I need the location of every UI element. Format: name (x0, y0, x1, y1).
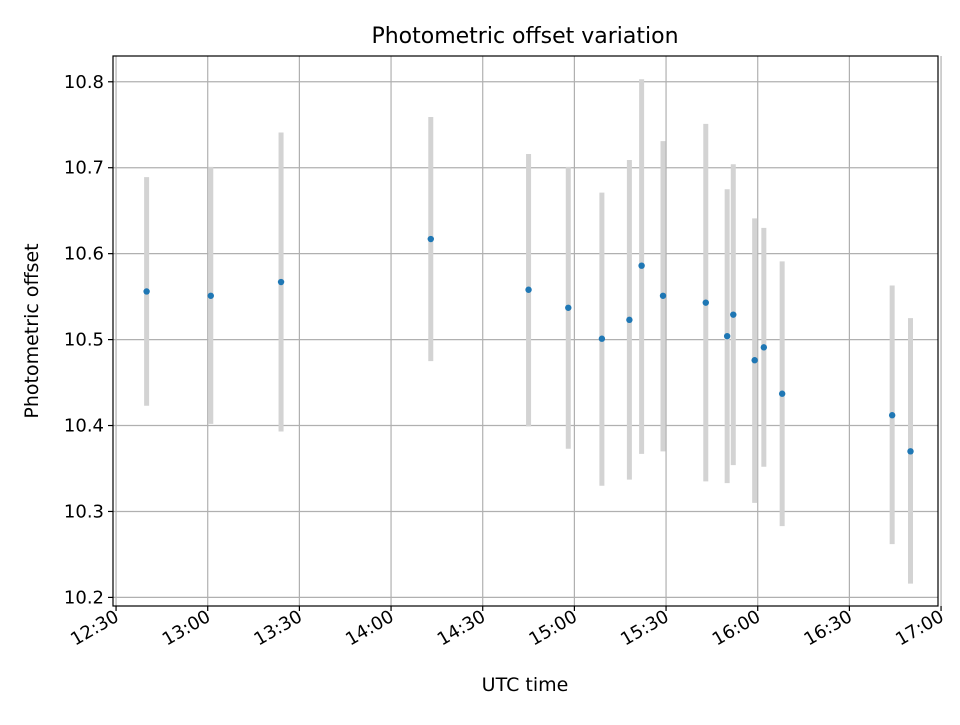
y-tick-label: 10.3 (64, 501, 104, 522)
point-layer (143, 235, 914, 455)
y-tick-label: 10.4 (64, 416, 104, 437)
y-tick-label: 10.8 (64, 72, 104, 93)
data-point (277, 278, 285, 286)
y-tick-label: 10.6 (64, 244, 104, 265)
data-point (888, 412, 896, 419)
data-point (626, 316, 633, 324)
plot-area-frame (112, 55, 939, 607)
y-tick-label: 10.5 (64, 330, 104, 351)
data-point (760, 344, 768, 351)
data-point (751, 357, 758, 364)
data-point (598, 335, 606, 342)
data-point (638, 262, 645, 269)
data-point (427, 235, 434, 243)
data-point (702, 299, 709, 306)
data-point (907, 448, 914, 455)
y-axis-label: Photometric offset (21, 243, 43, 418)
x-axis-label: UTC time (482, 674, 569, 696)
y-tick-label: 10.2 (64, 587, 104, 608)
y-tick-layer: 10.2 10.3 10.4 10.5 10.6 10.7 10.8 (64, 72, 113, 608)
chart-title: Photometric offset variation (371, 24, 678, 49)
data-point (525, 286, 532, 293)
data-point (659, 292, 667, 299)
data-point (565, 304, 572, 311)
grid-layer (113, 56, 942, 606)
data-point (207, 292, 214, 299)
y-tick-label: 10.7 (64, 158, 104, 179)
data-point (778, 390, 786, 397)
data-point (730, 311, 737, 318)
data-point (723, 332, 731, 340)
data-point (143, 288, 150, 295)
